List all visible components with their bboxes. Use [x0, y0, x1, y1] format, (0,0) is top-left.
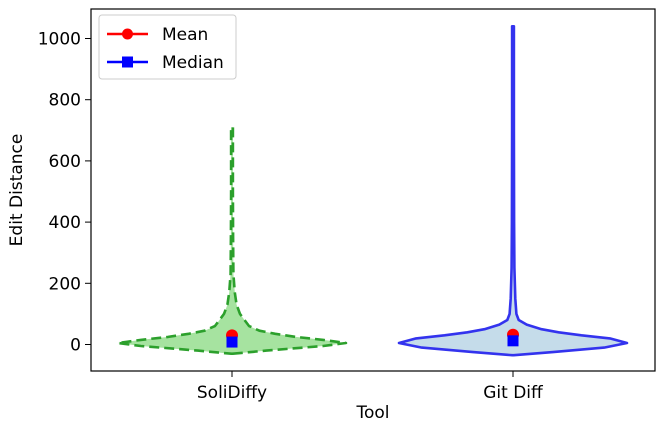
markers-layer: [226, 328, 519, 348]
y-axis: 0 200 400 600 800 1000: [38, 30, 91, 356]
legend: Mean Median: [98, 14, 237, 80]
x-axis: SoliDiffy Git Diff: [197, 371, 544, 403]
legend-items: Mean Median: [107, 25, 224, 73]
legend-label: Median: [162, 53, 224, 73]
legend-circle-marker: [122, 28, 133, 40]
y-tick-label: 400: [49, 213, 81, 233]
legend-square-marker: [122, 56, 133, 68]
x-tick-label: Git Diff: [483, 383, 544, 403]
y-tick-label: 800: [49, 91, 81, 111]
x-tick-label: SoliDiffy: [197, 383, 267, 403]
legend-label: Mean: [162, 25, 208, 45]
median-marker: [507, 335, 519, 347]
violins-layer: [116, 25, 629, 357]
y-tick-label: 1000: [38, 30, 81, 50]
y-tick-label: 0: [70, 336, 81, 356]
plot-frame: [90, 8, 656, 372]
violin-body-solidiffy: [116, 125, 348, 355]
y-tick-label: 200: [49, 274, 81, 294]
x-axis-label: Tool: [355, 403, 389, 423]
median-marker: [226, 336, 238, 348]
y-tick-label: 600: [49, 152, 81, 172]
y-axis-label: Edit Distance: [7, 134, 27, 247]
violin-body-git-diff: [397, 25, 629, 357]
